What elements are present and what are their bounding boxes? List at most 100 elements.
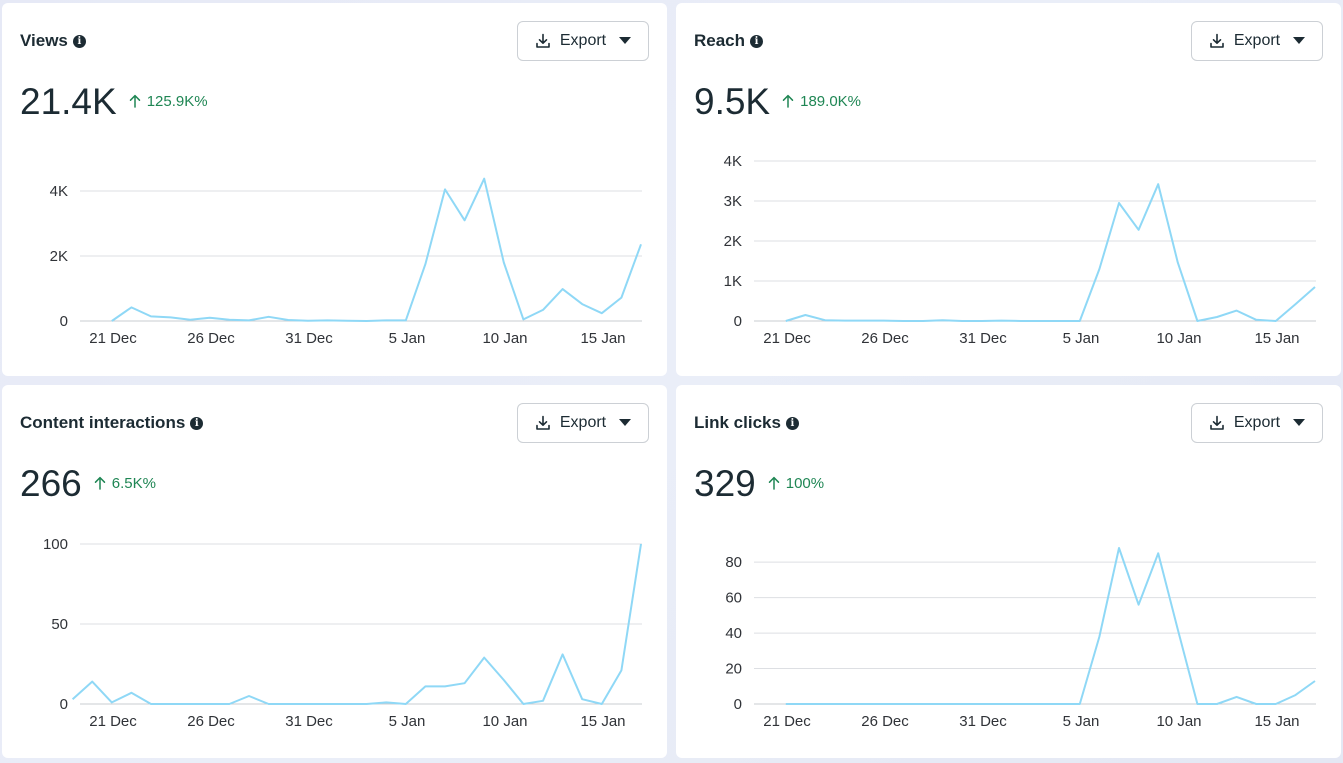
x-tick-label: 31 Dec [285, 713, 333, 730]
metric-change: 6.5K% [94, 475, 156, 492]
y-tick-label: 2K [50, 248, 68, 265]
x-tick-label: 21 Dec [763, 713, 811, 730]
metric-value: 9.5K [694, 81, 771, 122]
x-tick-label: 15 Jan [580, 330, 625, 347]
content-interactions-card: Content interactions i Export 266 6.5K% … [2, 385, 667, 758]
views-card: Views i Export 21.4K 125.9K% 0 2K 4K 21 Dec… [2, 3, 667, 376]
x-tick-label: 10 Jan [482, 713, 527, 730]
export-label: Export [559, 32, 607, 49]
card-title: Reach i [694, 31, 764, 51]
card-title: Content interactions i [20, 413, 204, 433]
caret-down-icon [1293, 37, 1306, 44]
info-icon[interactable]: i [750, 34, 764, 48]
arrow-up-icon [94, 476, 105, 490]
info-icon[interactable]: i [190, 416, 204, 430]
metric-value: 266 [20, 463, 82, 504]
caret-down-icon [619, 419, 632, 426]
arrow-up-icon [782, 94, 794, 108]
x-tick-label: 5 Jan [1063, 330, 1100, 347]
y-tick-label: 4K [724, 153, 742, 170]
x-tick-label: 21 Dec [89, 330, 137, 347]
x-tick-label: 10 Jan [1156, 713, 1201, 730]
arrow-up-icon [768, 476, 779, 490]
card-title-text: Views [20, 31, 68, 50]
series-line [785, 183, 1316, 322]
card-title: Views i [20, 31, 86, 51]
y-tick-label: 40 [725, 625, 742, 642]
card-title-text: Reach [694, 31, 746, 50]
export-button[interactable]: Export [1191, 403, 1323, 443]
card-title: Link clicks i [694, 413, 799, 433]
metric: 9.5K 189.0K% [694, 81, 861, 123]
download-icon [1210, 415, 1224, 430]
x-tick-label: 26 Dec [861, 330, 909, 347]
series-line [111, 177, 642, 322]
caret-down-icon [619, 37, 632, 44]
x-tick-label: 15 Jan [1254, 713, 1299, 730]
y-tick-label: 2K [724, 233, 742, 250]
x-tick-label: 10 Jan [482, 330, 527, 347]
y-tick-label: 0 [60, 696, 68, 713]
y-tick-label: 60 [725, 590, 742, 607]
x-tick-label: 10 Jan [1156, 330, 1201, 347]
link-clicks-chart: 0 20 40 60 80 21 Dec 26 Dec 31 Dec 5 Jan 10 Jan 15… [725, 547, 1316, 730]
download-icon [536, 33, 550, 48]
series-line [71, 543, 642, 705]
x-tick-label: 26 Dec [187, 330, 235, 347]
content-interactions-chart: 0 50 100 21 Dec 26 Dec 31 Dec 5 Jan 10 Jan 15 Ja… [43, 536, 642, 730]
export-label: Export [559, 414, 607, 431]
card-title-text: Content interactions [20, 413, 186, 432]
y-tick-label: 100 [43, 536, 68, 553]
download-icon [1210, 33, 1224, 48]
metric-change-text: 189.0K% [800, 92, 862, 110]
info-icon[interactable]: i [785, 416, 799, 430]
x-tick-label: 15 Jan [1254, 330, 1299, 347]
y-tick-label: 0 [60, 313, 68, 330]
reach-card: Reach i Export 9.5K 189.0K% 0 1K 2K 3K 4K 21 … [676, 3, 1341, 376]
x-tick-label: 26 Dec [187, 713, 235, 730]
x-tick-label: 31 Dec [959, 713, 1007, 730]
export-label: Export [1233, 414, 1281, 431]
link-clicks-card: Link clicks i Export 329 100% 0 20 40 60 80 2… [676, 385, 1341, 758]
metric-value: 21.4K [20, 81, 117, 122]
views-chart: 0 2K 4K 21 Dec 26 Dec 31 Dec 5 Jan 10 Jan 15 Jan [50, 177, 642, 347]
card-title-text: Link clicks [694, 413, 781, 432]
export-button[interactable]: Export [1191, 21, 1323, 61]
metric-change-text: 6.5K% [111, 474, 156, 492]
y-tick-label: 80 [725, 554, 742, 571]
x-tick-label: 31 Dec [285, 330, 333, 347]
export-label: Export [1233, 32, 1281, 49]
y-tick-label: 50 [51, 616, 68, 633]
x-tick-label: 5 Jan [389, 330, 426, 347]
reach-chart: 0 1K 2K 3K 4K 21 Dec 26 Dec 31 Dec 5 Jan 10 Jan 15… [724, 153, 1316, 347]
export-button[interactable]: Export [517, 21, 649, 61]
x-tick-label: 5 Jan [1063, 713, 1100, 730]
y-tick-label: 4K [50, 183, 68, 200]
series-line [785, 547, 1316, 705]
metric: 266 6.5K% [20, 463, 156, 505]
y-tick-label: 0 [734, 313, 742, 330]
x-tick-label: 31 Dec [959, 330, 1007, 347]
y-tick-label: 20 [725, 661, 742, 678]
y-tick-label: 1K [724, 273, 742, 290]
caret-down-icon [1293, 419, 1306, 426]
metric-change: 189.0K% [782, 93, 861, 110]
x-tick-label: 21 Dec [89, 713, 137, 730]
download-icon [536, 415, 550, 430]
metric-change: 125.9K% [129, 93, 208, 110]
metric-value: 329 [694, 463, 756, 504]
info-icon[interactable]: i [72, 34, 86, 48]
metric: 329 100% [694, 463, 824, 505]
x-tick-label: 15 Jan [580, 713, 625, 730]
metric-change-text: 100% [785, 474, 825, 492]
arrow-up-icon [129, 94, 140, 108]
y-tick-label: 3K [724, 193, 742, 210]
x-tick-label: 5 Jan [389, 713, 426, 730]
metric-change: 100% [768, 475, 824, 492]
metric: 21.4K 125.9K% [20, 81, 208, 123]
metric-change-text: 125.9K% [146, 92, 208, 110]
export-button[interactable]: Export [517, 403, 649, 443]
x-tick-label: 21 Dec [763, 330, 811, 347]
x-tick-label: 26 Dec [861, 713, 909, 730]
y-tick-label: 0 [734, 696, 742, 713]
